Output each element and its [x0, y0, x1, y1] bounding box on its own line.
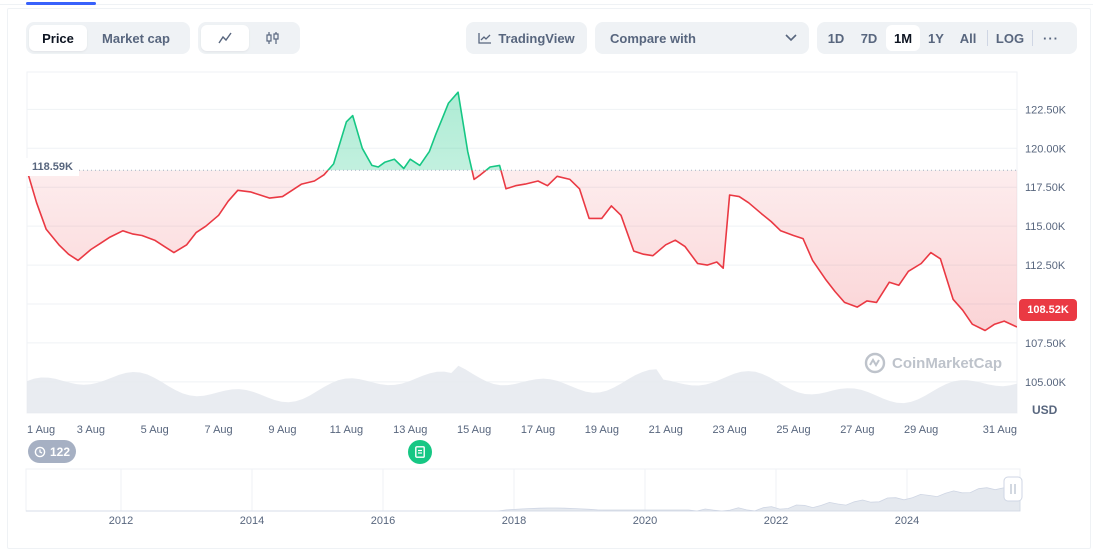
document-icon [415, 446, 425, 458]
reference-price-label: 118.59K [26, 158, 79, 176]
x-tick-label: 19 Aug [585, 424, 619, 436]
history-clock-icon [34, 446, 46, 457]
compare-with-label: Compare with [610, 30, 696, 46]
below-reference-fill [27, 170, 1017, 331]
y-tick-label: 120.00K [1025, 143, 1067, 155]
x-tick-label: 5 Aug [141, 424, 169, 436]
x-axis: 1 Aug 3 Aug 5 Aug 7 Aug 9 Aug 11 Aug 13 Aug 15 … [27, 424, 1017, 436]
more-horizontal-icon: ··· [1043, 30, 1059, 46]
candlestick-chart-button[interactable] [249, 25, 297, 51]
volume-area [27, 365, 1017, 413]
overview-tick-label: 2024 [895, 515, 919, 527]
tradingview-chart-icon [478, 33, 492, 44]
range-1d[interactable]: 1D [827, 30, 845, 46]
range-1m[interactable]: 1M [886, 25, 920, 51]
coinmarketcap-logo-icon [864, 352, 886, 374]
overview-brush[interactable]: 2012 2014 2016 2018 2020 2022 2024 [25, 468, 1023, 527]
x-tick-label: 9 Aug [268, 424, 296, 436]
log-scale-toggle[interactable]: LOG [995, 30, 1025, 46]
range-all[interactable]: All [959, 30, 977, 46]
above-reference-fill [328, 92, 501, 171]
compare-with-dropdown[interactable]: Compare with [595, 22, 809, 54]
x-tick-label: 25 Aug [776, 424, 810, 436]
news-event-marker[interactable] [408, 440, 432, 464]
overview-tick-label: 2014 [240, 515, 264, 527]
more-options-button[interactable]: ··· [1036, 25, 1066, 51]
tab-bar-divider [0, 0, 1093, 5]
x-tick-label: 21 Aug [649, 424, 683, 436]
y-tick-label: 107.50K [1025, 338, 1067, 350]
chart-panel [7, 8, 1091, 549]
overview-tick-label: 2016 [371, 515, 395, 527]
y-tick-label: 105.00K [1025, 377, 1067, 389]
x-tick-label: 11 Aug [330, 424, 363, 436]
range-7d[interactable]: 7D [860, 30, 878, 46]
overview-tick-label: 2018 [502, 515, 526, 527]
y-axis: 105.00K107.50K110.00K112.50K115.00K117.5… [1025, 104, 1067, 388]
current-price-label: 108.52K [1019, 299, 1077, 321]
x-tick-label: 29 Aug [904, 424, 938, 436]
x-tick-label: 23 Aug [712, 424, 746, 436]
x-tick-label: 3 Aug [77, 424, 105, 436]
x-tick-label: 17 Aug [521, 424, 555, 436]
events-count: 122 [49, 444, 71, 459]
y-tick-label: 117.50K [1025, 182, 1066, 194]
active-tab-indicator [26, 2, 96, 5]
tradingview-button[interactable]: TradingView [466, 22, 587, 54]
range-1y[interactable]: 1Y [928, 30, 944, 46]
line-chart-button[interactable] [201, 25, 249, 51]
overview-handle [1003, 476, 1023, 502]
y-tick-label: 112.50K [1025, 260, 1066, 272]
x-tick-label: 15 Aug [457, 424, 491, 436]
watermark-text: CoinMarketCap [892, 354, 1003, 372]
time-range-selector: 1D 7D 1M 1Y All LOG ··· [817, 22, 1077, 54]
x-tick-label: 31 Aug [983, 424, 1017, 436]
metric-toggle: Price Market cap [26, 22, 190, 54]
x-tick-label: 13 Aug [393, 424, 427, 436]
x-tick-label: 27 Aug [840, 424, 874, 436]
range-divider [987, 30, 988, 46]
events-badge[interactable]: 122 [28, 440, 76, 463]
price-area-fill [27, 92, 1017, 331]
overview-tick-label: 2012 [109, 515, 133, 527]
range-divider [1032, 30, 1033, 46]
currency-label: USD [1032, 403, 1058, 417]
tab-market-cap[interactable]: Market cap [102, 30, 170, 46]
tradingview-label: TradingView [498, 30, 575, 46]
y-tick-label: 122.50K [1025, 104, 1067, 116]
tab-price[interactable]: Price [29, 25, 87, 51]
chart-style-toggle [198, 22, 300, 54]
overview-tick-label: 2020 [633, 515, 657, 527]
price-line-down [27, 170, 1017, 332]
overview-tick-label: 2022 [764, 515, 788, 527]
line-chart-icon [218, 32, 232, 44]
volume-bars [27, 365, 1017, 413]
price-line [27, 91, 1017, 332]
x-tick-label: 7 Aug [205, 424, 233, 436]
coinmarketcap-watermark: CoinMarketCap [864, 352, 1002, 374]
candlestick-icon [266, 32, 279, 44]
overview-area [26, 483, 1021, 512]
y-tick-label: 115.00K [1025, 221, 1066, 233]
chevron-down-icon [785, 34, 797, 42]
x-tick-label: 1 Aug [27, 424, 55, 436]
